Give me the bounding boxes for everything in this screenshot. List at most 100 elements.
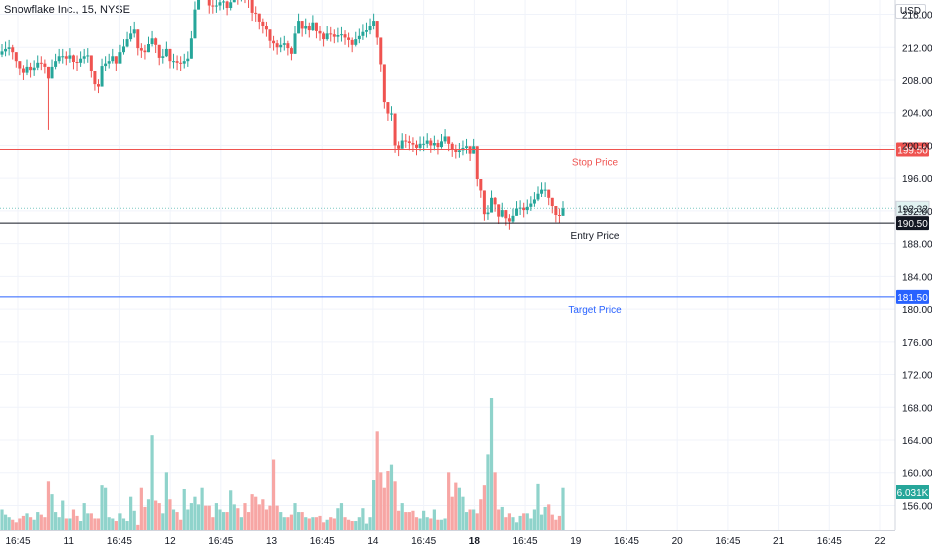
candle-body xyxy=(293,33,297,54)
candle-body xyxy=(304,26,308,29)
candle-body xyxy=(111,56,115,62)
chart-title: Snowflake Inc., 15, NYSE xyxy=(4,4,130,16)
candle-body xyxy=(286,43,290,49)
volume-bar xyxy=(129,496,133,530)
volume-bar xyxy=(53,512,58,530)
volume-bar xyxy=(221,512,226,530)
volume-bar xyxy=(125,521,129,530)
volume-bar xyxy=(472,509,476,530)
volume-bar xyxy=(407,512,411,530)
candle-body xyxy=(386,102,390,114)
candle-body xyxy=(414,144,418,148)
volume-bar xyxy=(389,464,394,530)
candle-body xyxy=(114,56,118,64)
candle-body xyxy=(282,43,286,45)
candle-body xyxy=(300,21,304,29)
candle-body xyxy=(143,50,147,53)
candle-body xyxy=(218,2,222,6)
candle-body xyxy=(432,143,436,146)
candle-body xyxy=(121,46,125,53)
level-price-label: 181.50 xyxy=(897,293,928,304)
volume-bar xyxy=(468,509,472,530)
x-axis[interactable]: 16:45 11 16:45 12 16:45 13 16:45 14 16:45 18 16:45… xyxy=(0,530,895,548)
x-tick-label: 21 xyxy=(773,536,785,547)
candle-body xyxy=(36,62,40,68)
volume-bar xyxy=(32,519,36,530)
y-tick-label: 204.00 xyxy=(902,109,932,120)
x-tick-label: 12 xyxy=(165,536,177,547)
y-tick-label: 216.00 xyxy=(902,11,932,22)
volume-bar xyxy=(525,513,529,530)
volume-bar xyxy=(11,519,15,530)
candle-body xyxy=(182,61,186,64)
candle-body xyxy=(139,48,143,51)
candle-body xyxy=(82,56,86,59)
candle-body xyxy=(329,33,333,35)
candle-body xyxy=(361,31,365,36)
volume-bar xyxy=(443,518,447,530)
candle-body xyxy=(518,207,522,209)
volume-bar xyxy=(357,517,361,530)
candle-body xyxy=(39,62,43,64)
y-tick-label: 168.00 xyxy=(902,403,932,414)
candle-body xyxy=(7,47,11,49)
candle-body xyxy=(497,204,501,217)
candle-body xyxy=(479,179,483,191)
y-axis[interactable]: 156.00 160.00 164.00 168.00 172.00 176.00 180.… xyxy=(894,0,932,530)
candle-body xyxy=(157,44,161,58)
volume-bar xyxy=(3,514,8,530)
volume-bar xyxy=(486,454,490,530)
volume-bar xyxy=(479,499,483,530)
volume-bar xyxy=(136,524,140,530)
candle-body xyxy=(486,212,490,215)
volume-bar xyxy=(89,513,93,530)
volume-bar xyxy=(543,506,547,530)
candle-body xyxy=(322,33,326,40)
candle-body xyxy=(297,21,301,34)
volume-bar xyxy=(118,513,122,530)
volume-bar xyxy=(21,515,26,530)
candle-body xyxy=(515,208,519,216)
volume-bar xyxy=(447,472,451,530)
level-price-tag xyxy=(896,216,929,231)
volume-bar xyxy=(139,487,143,530)
candle-body xyxy=(46,66,50,79)
volume-bar xyxy=(100,485,104,530)
level-label[interactable]: Target Price xyxy=(568,305,622,316)
volume-bar xyxy=(422,510,426,530)
candle-body xyxy=(254,12,258,14)
volume-bar xyxy=(514,522,519,530)
volume-bar xyxy=(239,517,244,530)
candle-body xyxy=(214,5,218,7)
volume-bar xyxy=(196,504,201,530)
candle-body xyxy=(493,197,497,205)
price-levels[interactable]: Stop Price 199.50 Entry Price 190.50 Target … xyxy=(0,142,930,499)
candle-body xyxy=(547,189,551,198)
x-tick-label: 19 xyxy=(570,536,582,547)
volume-bar xyxy=(96,518,101,530)
candle-body xyxy=(147,44,151,53)
x-tick-label: 16:45 xyxy=(411,536,436,547)
level-label[interactable]: Stop Price xyxy=(572,158,619,169)
candle-body xyxy=(129,33,133,40)
x-tick-label: 13 xyxy=(266,536,278,547)
candle-body xyxy=(229,2,233,9)
candle-body xyxy=(272,40,276,44)
volume-bar xyxy=(550,514,554,530)
candle-body xyxy=(422,143,426,145)
volume-bar xyxy=(164,472,168,530)
volume-bar xyxy=(64,518,68,530)
volume-bar xyxy=(264,509,269,530)
candle-body xyxy=(132,29,136,34)
volume-bar xyxy=(439,519,444,530)
volume-bar xyxy=(114,521,118,530)
y-tick-label: 188.00 xyxy=(902,240,932,251)
volume-bar xyxy=(557,515,562,530)
volume-bar xyxy=(539,514,544,530)
candle-body xyxy=(225,1,229,8)
candle-body xyxy=(125,39,129,47)
candle-body xyxy=(490,197,494,213)
candlestick-series xyxy=(0,0,565,230)
level-label[interactable]: Entry Price xyxy=(571,231,620,242)
